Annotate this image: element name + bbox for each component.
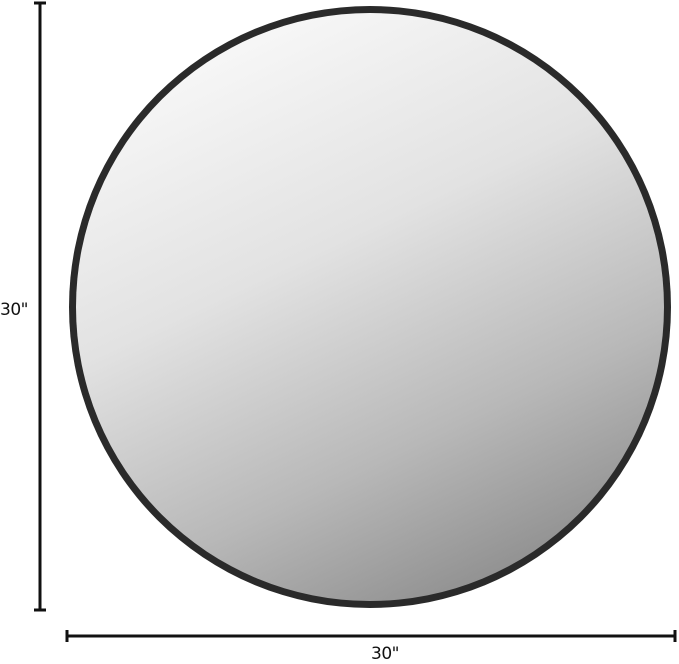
width-dimension-line <box>65 630 677 642</box>
mirror-glass <box>76 13 664 601</box>
height-label: 30" <box>0 300 28 320</box>
height-dimension-line <box>34 1 46 612</box>
width-label: 30" <box>371 644 399 664</box>
